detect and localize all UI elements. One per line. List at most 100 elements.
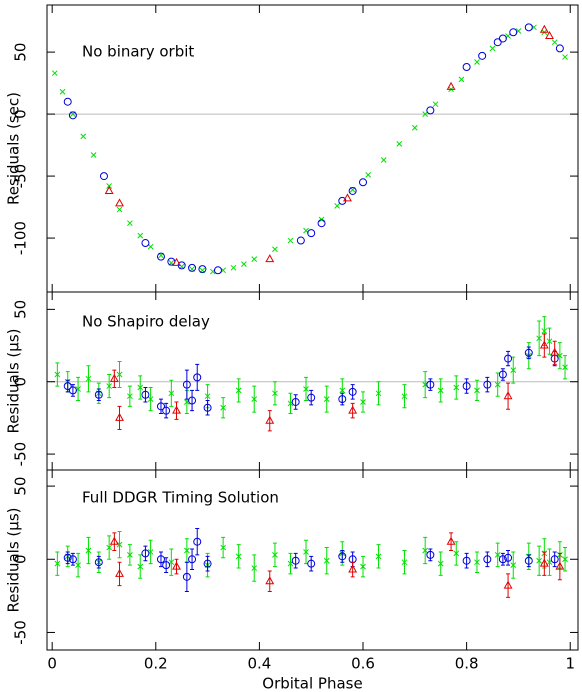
point-cross <box>453 550 460 557</box>
panel: -100 -50 0 50 No binary orbit Residuals (sec) <box>5 4 579 293</box>
panel: -50 0 50 No Shapiro delay Residuals (μs) <box>5 291 579 471</box>
annotation: Full DDGR Timing Solution <box>82 489 279 507</box>
annotation: No binary orbit <box>82 43 194 61</box>
error-bar <box>158 398 163 415</box>
error-bar <box>464 552 469 569</box>
point-circle <box>317 219 326 228</box>
y-axis-label: Residuals (μs) <box>5 508 23 613</box>
x-tick-label: 0 <box>47 655 57 673</box>
error-bar <box>542 551 547 576</box>
point-cross <box>75 562 81 568</box>
point-cross <box>54 560 61 567</box>
point-circle <box>483 380 492 389</box>
point-cross <box>241 261 247 267</box>
error-bar <box>190 548 195 571</box>
point-cross <box>51 70 58 77</box>
point-circle <box>307 229 316 238</box>
point-circle <box>524 348 533 357</box>
point-circle <box>162 561 171 570</box>
error-bar <box>350 384 355 400</box>
error-bar <box>205 555 210 572</box>
error-bar <box>184 369 189 400</box>
error-bar <box>96 555 101 569</box>
x-axis-label: Orbital Phase <box>262 675 362 692</box>
point-cross <box>360 399 366 405</box>
annotation: No Shapiro delay <box>82 313 210 331</box>
error-bar <box>526 554 531 568</box>
point-circle <box>296 236 305 245</box>
point-circle <box>307 393 316 402</box>
error-bar <box>267 410 272 432</box>
point-triangle <box>265 415 275 424</box>
point-triangle <box>539 24 549 33</box>
point-cross <box>85 547 92 554</box>
y-tick-label: 50 <box>12 300 30 319</box>
point-cross <box>220 404 226 411</box>
error-bar <box>184 561 189 592</box>
point-cross <box>422 547 429 554</box>
point-triangle <box>555 561 565 570</box>
error-bar <box>117 561 122 587</box>
error-bar <box>557 552 562 581</box>
point-cross <box>510 367 517 373</box>
point-circle <box>462 62 471 71</box>
point-cross <box>59 88 66 95</box>
point-cross <box>365 171 372 178</box>
point-triangle <box>446 81 456 90</box>
error-bar <box>464 378 469 394</box>
point-cross <box>287 237 294 244</box>
point-cross <box>474 559 480 566</box>
point-triangle <box>446 536 456 545</box>
point-cross <box>127 393 133 400</box>
point-cross <box>85 375 92 382</box>
point-circle <box>203 403 212 412</box>
point-circle <box>188 396 197 405</box>
point-circle <box>524 23 533 32</box>
point-circle <box>182 572 191 581</box>
point-circle <box>63 553 72 562</box>
y-tick-label: 50 <box>12 477 30 496</box>
point-cross <box>235 387 242 394</box>
error-bar <box>428 548 433 562</box>
error-bar <box>340 392 345 406</box>
point-cross <box>323 557 330 564</box>
point-triangle <box>550 347 560 356</box>
x-tick-label: 0.4 <box>247 655 271 673</box>
point-cross <box>272 552 278 558</box>
point-circle <box>193 537 202 546</box>
point-circle <box>198 265 207 274</box>
point-circle <box>338 552 347 561</box>
point-circle <box>426 550 435 559</box>
point-cross <box>323 396 330 402</box>
error-bar <box>506 382 511 410</box>
error-bar <box>174 558 179 575</box>
error-bar <box>143 387 148 403</box>
point-triangle <box>115 198 124 207</box>
point-cross <box>474 387 480 394</box>
error-bar <box>174 401 179 420</box>
point-circle <box>498 555 507 564</box>
point-circle <box>213 266 222 275</box>
point-triangle <box>172 257 181 266</box>
point-cross <box>396 140 403 147</box>
point-circle <box>291 397 300 406</box>
point-cross <box>375 553 382 560</box>
point-cross <box>303 386 309 392</box>
point-circle <box>307 559 316 568</box>
point-triangle <box>539 558 549 567</box>
point-triangle <box>172 405 181 414</box>
point-circle <box>193 373 202 382</box>
point-cross <box>474 59 480 65</box>
point-cross <box>127 220 133 227</box>
error-bar <box>293 552 298 569</box>
point-circle <box>509 28 518 37</box>
point-circle <box>156 402 165 411</box>
x-tick-label: 0.6 <box>351 655 375 673</box>
point-cross <box>147 396 154 402</box>
point-cross <box>510 562 517 568</box>
point-cross <box>230 264 237 271</box>
point-circle <box>68 386 77 395</box>
point-cross <box>168 390 175 397</box>
point-cross <box>90 152 97 158</box>
